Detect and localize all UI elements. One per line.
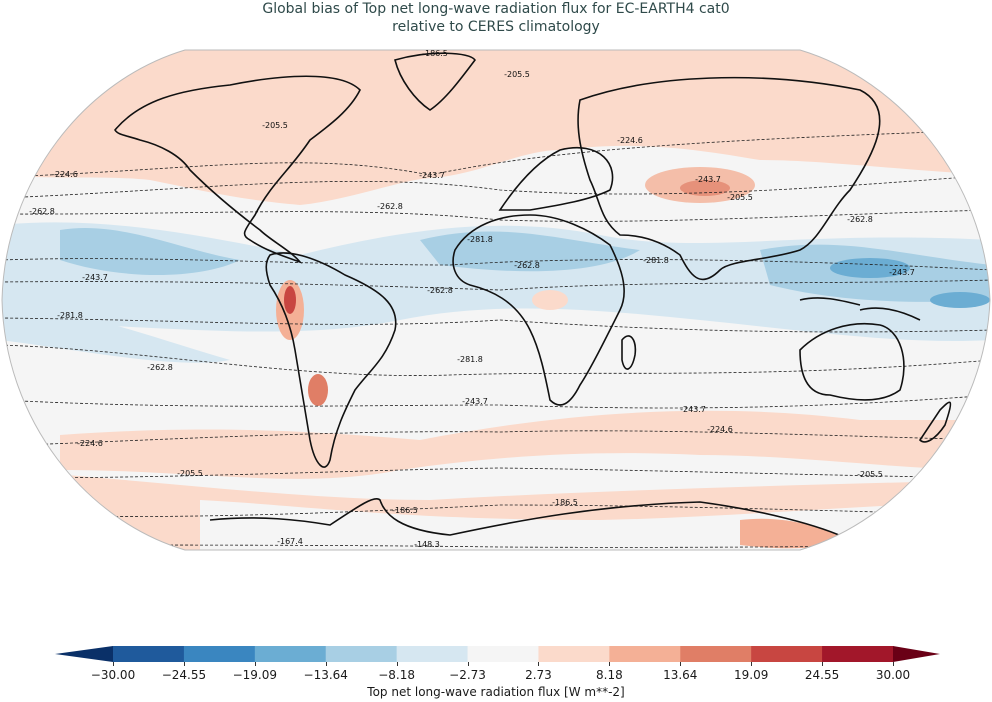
contour-label: -167.4	[277, 537, 303, 546]
contour-label: -224.6	[52, 170, 78, 179]
contour-label: -186.5	[392, 506, 418, 515]
colorbar-tick-label: 19.09	[733, 668, 769, 682]
colorbar-tick-label: −2.73	[449, 668, 486, 682]
robinson-map: -186.5 -205.5 -205.5 -224.6 -224.6 -243.7 -243…	[0, 44, 992, 552]
colorbar-segment	[822, 646, 894, 662]
contour-label: -281.8	[643, 256, 669, 265]
colorbar-tick-label: 8.18	[596, 668, 623, 682]
colorbar-segment	[396, 646, 469, 662]
colorbar-tick-mark	[396, 662, 398, 666]
title-line-2: relative to CERES climatology	[392, 19, 600, 35]
contour-label: -262.8	[377, 202, 403, 211]
colorbar-segment	[680, 646, 752, 662]
coastlines	[114, 52, 952, 541]
colorbar-tick-label: −24.55	[161, 668, 207, 682]
colorbar-tick-label: −30.00	[90, 668, 136, 682]
contour-label: -243.7	[82, 273, 108, 282]
colorbar-tick-mark	[538, 662, 540, 666]
colorbar-tick-mark	[609, 662, 611, 666]
colorbar-tick-mark	[751, 662, 753, 666]
contour-label: -281.8	[57, 311, 83, 320]
contour-label: -243.7	[462, 397, 488, 406]
figure-title: Global bias of Top net long-wave radiati…	[0, 0, 992, 36]
contour-label: -224.6	[707, 425, 733, 434]
contour-label: -243.7	[419, 171, 445, 180]
colorbar-tick-mark	[113, 662, 114, 666]
map-svg: -186.5 -205.5 -205.5 -224.6 -224.6 -243.7 -243…	[1, 49, 991, 551]
colorbar-tick-mark	[183, 662, 185, 666]
colorbar-svg	[55, 646, 940, 662]
contour-lines	[2, 129, 990, 548]
contour-label: -262.8	[147, 363, 173, 372]
colorbar-over-arrow	[893, 646, 940, 662]
contour-label: -205.5	[857, 470, 883, 479]
colorbar-under-arrow	[55, 646, 113, 662]
contour-label: -186.5	[422, 49, 448, 58]
contour-label: -205.5	[262, 121, 288, 130]
colorbar-tick-mark	[254, 662, 256, 666]
colorbar-tick-mark	[680, 662, 682, 666]
colorbar-tick-mark	[893, 662, 894, 666]
colorbar-label: Top net long-wave radiation flux [W m**-…	[367, 685, 625, 699]
contour-label: -186.5	[552, 498, 578, 507]
contour-label: -281.8	[467, 235, 493, 244]
contour-label: -262.8	[847, 215, 873, 224]
colorbar-tick-label: 2.73	[525, 668, 552, 682]
colorbar-tick-label: 24.55	[804, 668, 840, 682]
contour-label: -243.7	[695, 175, 721, 184]
contour-labels: -186.5 -205.5 -205.5 -224.6 -224.6 -243.7 -243…	[29, 49, 915, 549]
contour-label: -224.6	[617, 136, 643, 145]
colorbar-tick-mark	[822, 662, 824, 666]
colorbar-tick-label: 13.64	[663, 668, 698, 682]
colorbar-segment	[609, 646, 681, 662]
contour-label: -262.8	[427, 286, 453, 295]
contour-label: -148.3	[414, 540, 440, 549]
colorbar-segment	[751, 646, 823, 662]
colorbar-tick-label: −13.64	[303, 668, 348, 682]
bias-field	[2, 50, 990, 550]
contour-label: -243.7	[680, 405, 706, 414]
colorbar-segment	[538, 646, 610, 662]
colorbar-segment	[254, 646, 327, 662]
colorbar-segment	[325, 646, 398, 662]
contour-label: -262.8	[514, 261, 540, 270]
contour-label: -205.5	[727, 193, 753, 202]
contour-label: -205.5	[177, 469, 203, 478]
colorbar-segment	[183, 646, 256, 662]
contour-label: -262.8	[29, 207, 55, 216]
colorbar-segment	[113, 646, 185, 662]
colorbar-segment	[467, 646, 539, 662]
contour-label: -224.6	[77, 439, 103, 448]
colorbar-tick-label: −8.18	[378, 668, 416, 682]
title-line-1: Global bias of Top net long-wave radiati…	[262, 1, 730, 17]
colorbar-tick-label: 30.00	[875, 668, 911, 682]
colorbar-tick-mark	[467, 662, 469, 666]
contour-label: -243.7	[889, 268, 915, 277]
contour-label: -205.5	[504, 70, 530, 79]
colorbar-tick-label: −19.09	[232, 668, 278, 682]
contour-label: -281.8	[457, 355, 483, 364]
map-border	[1, 49, 991, 551]
colorbar-tick-mark	[325, 662, 327, 666]
